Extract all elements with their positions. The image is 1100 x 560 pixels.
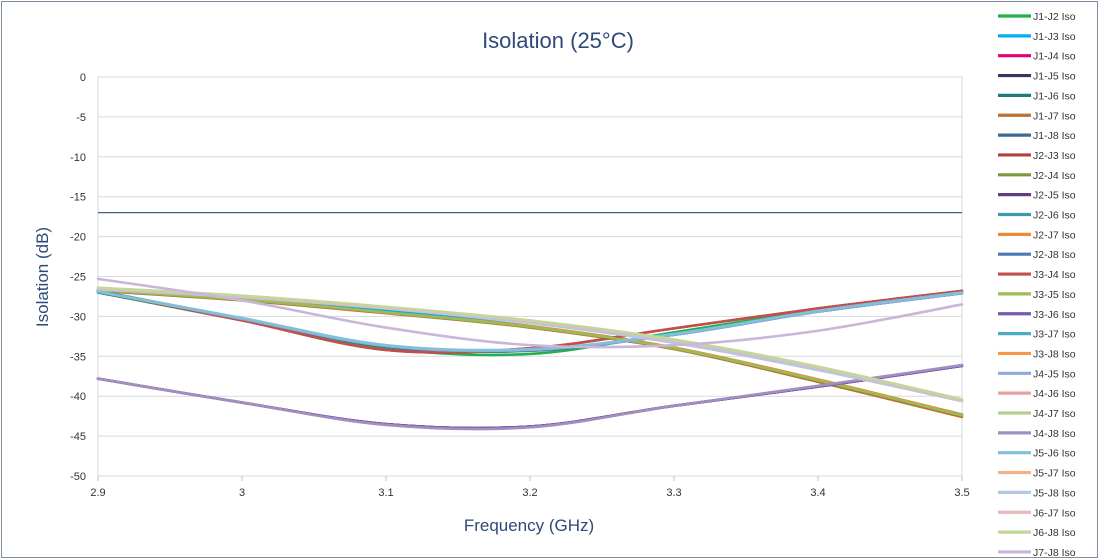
legend-label: J4-J7 Iso bbox=[1033, 408, 1076, 420]
legend-item-j5-j7-iso: J5-J7 Iso bbox=[998, 468, 1076, 480]
legend-item-j4-j7-iso: J4-J7 Iso bbox=[998, 408, 1076, 420]
legend-item-j4-j6-iso: J4-J6 Iso bbox=[998, 388, 1076, 400]
legend-item-j2-j6-iso: J2-J6 Iso bbox=[998, 210, 1076, 222]
y-tick-label: -20 bbox=[70, 232, 86, 244]
legend-label: J1-J7 Iso bbox=[1033, 110, 1076, 122]
legend-item-j1-j3-iso: J1-J3 Iso bbox=[998, 31, 1076, 43]
series-line-j1-j4-iso bbox=[96, 364, 964, 430]
legend-label: J5-J6 Iso bbox=[1033, 448, 1076, 460]
legend-label: J1-J4 Iso bbox=[1033, 51, 1076, 63]
legend-label: J3-J4 Iso bbox=[1033, 269, 1076, 281]
legend-label: J3-J5 Iso bbox=[1033, 289, 1076, 301]
y-axis-label: Isolation (dB) bbox=[33, 227, 52, 327]
legend-item-j1-j6-iso: J1-J6 Iso bbox=[998, 90, 1076, 102]
y-tick-label: -30 bbox=[70, 311, 86, 323]
legend-item-j3-j7-iso: J3-J7 Iso bbox=[998, 329, 1076, 341]
legend-item-j1-j7-iso: J1-J7 Iso bbox=[998, 110, 1076, 122]
x-tick-label: 3 bbox=[239, 487, 245, 499]
y-tick-label: -15 bbox=[70, 192, 86, 204]
y-tick-label: 0 bbox=[80, 72, 86, 84]
legend-item-j1-j2-iso: J1-J2 Iso bbox=[998, 11, 1076, 23]
legend-label: J1-J5 Iso bbox=[1033, 71, 1076, 83]
y-tick-label: -35 bbox=[70, 351, 86, 363]
legend-item-j3-j5-iso: J3-J5 Iso bbox=[998, 289, 1076, 301]
legend-label: J3-J6 Iso bbox=[1033, 309, 1076, 321]
tick-layer: 0 -5 -10 -15 -20 -25 -30 -35 -40 -45 -50 2.9 3 3.1 3.2… bbox=[70, 72, 970, 499]
legend-label: J2-J4 Iso bbox=[1033, 170, 1076, 182]
legend-label: J1-J8 Iso bbox=[1033, 130, 1076, 142]
legend-item-j2-j8-iso: J2-J8 Iso bbox=[998, 249, 1076, 261]
legend-item-j2-j3-iso: J2-J3 Iso bbox=[998, 150, 1076, 162]
legend-label: J5-J7 Iso bbox=[1033, 468, 1076, 480]
legend-label: J4-J6 Iso bbox=[1033, 388, 1076, 400]
series-line-j7-j8-iso bbox=[96, 277, 964, 349]
x-tick-label: 3.1 bbox=[378, 487, 393, 499]
legend-item-j1-j8-iso: J1-J8 Iso bbox=[998, 130, 1076, 142]
legend-label: J2-J8 Iso bbox=[1033, 249, 1076, 261]
y-tick-label: -45 bbox=[70, 431, 86, 443]
chart-title: Isolation (25°C) bbox=[482, 28, 634, 53]
x-tick-label: 3.2 bbox=[522, 487, 537, 499]
x-axis-label: Frequency (GHz) bbox=[464, 516, 594, 535]
legend-item-j1-j4-iso: J1-J4 Iso bbox=[998, 51, 1076, 63]
legend-item-j5-j6-iso: J5-J6 Iso bbox=[998, 448, 1076, 460]
series-line-j4-j8-iso bbox=[96, 363, 964, 431]
series-line-j3-j6-iso bbox=[96, 364, 964, 430]
series-line-j2-j5-iso bbox=[96, 364, 964, 430]
legend-item-j3-j4-iso: J3-J4 Iso bbox=[998, 269, 1076, 281]
legend-label: J2-J6 Iso bbox=[1033, 210, 1076, 222]
y-tick-label: -10 bbox=[70, 152, 86, 164]
y-tick-label: -25 bbox=[70, 272, 86, 284]
legend-item-j3-j6-iso: J3-J6 Iso bbox=[998, 309, 1076, 321]
y-tick-label: -5 bbox=[76, 112, 86, 124]
legend-label: J1-J2 Iso bbox=[1033, 11, 1076, 23]
legend-label: J1-J6 Iso bbox=[1033, 90, 1076, 102]
legend-label: J2-J3 Iso bbox=[1033, 150, 1076, 162]
legend-label: J2-J5 Iso bbox=[1033, 190, 1076, 202]
legend-item-j4-j5-iso: J4-J5 Iso bbox=[998, 368, 1076, 380]
x-tick-label: 3.5 bbox=[954, 487, 969, 499]
legend-label: J3-J8 Iso bbox=[1033, 348, 1076, 360]
y-tick-label: -40 bbox=[70, 391, 86, 403]
series-layer bbox=[96, 277, 964, 431]
series-line-j6-j8-iso bbox=[96, 286, 964, 401]
grid-layer bbox=[97, 76, 963, 481]
legend-label: J5-J8 Iso bbox=[1033, 487, 1076, 499]
legend-item-j5-j8-iso: J5-J8 Iso bbox=[998, 487, 1076, 499]
x-tick-label: 2.9 bbox=[90, 487, 105, 499]
legend-item-j2-j4-iso: J2-J4 Iso bbox=[998, 170, 1076, 182]
y-tick-label: -50 bbox=[70, 471, 86, 483]
legend-label: J4-J8 Iso bbox=[1033, 428, 1076, 440]
legend: J1-J2 Iso J1-J3 Iso J1-J4 Iso J1-J5 Iso J1-J… bbox=[998, 11, 1076, 559]
legend-item-j1-j5-iso: J1-J5 Iso bbox=[998, 71, 1076, 83]
legend-label: J6-J8 Iso bbox=[1033, 527, 1076, 539]
legend-label: J2-J7 Iso bbox=[1033, 229, 1076, 241]
x-tick-label: 3.4 bbox=[810, 487, 825, 499]
series-line-j1-j5-iso bbox=[96, 364, 964, 430]
legend-label: J7-J8 Iso bbox=[1033, 547, 1076, 559]
legend-label: J1-J3 Iso bbox=[1033, 31, 1076, 43]
legend-item-j3-j8-iso: J3-J8 Iso bbox=[998, 348, 1076, 360]
legend-label: J4-J5 Iso bbox=[1033, 368, 1076, 380]
series-line-j5-j6-iso bbox=[96, 290, 964, 352]
legend-item-j7-j8-iso: J7-J8 Iso bbox=[998, 547, 1076, 559]
legend-label: J6-J7 Iso bbox=[1033, 507, 1076, 519]
legend-item-j2-j7-iso: J2-J7 Iso bbox=[998, 229, 1076, 241]
legend-item-j6-j7-iso: J6-J7 Iso bbox=[998, 507, 1076, 519]
x-tick-label: 3.3 bbox=[666, 487, 681, 499]
legend-item-j2-j5-iso: J2-J5 Iso bbox=[998, 190, 1076, 202]
legend-item-j6-j8-iso: J6-J8 Iso bbox=[998, 527, 1076, 539]
legend-item-j4-j8-iso: J4-J8 Iso bbox=[998, 428, 1076, 440]
legend-label: J3-J7 Iso bbox=[1033, 329, 1076, 341]
